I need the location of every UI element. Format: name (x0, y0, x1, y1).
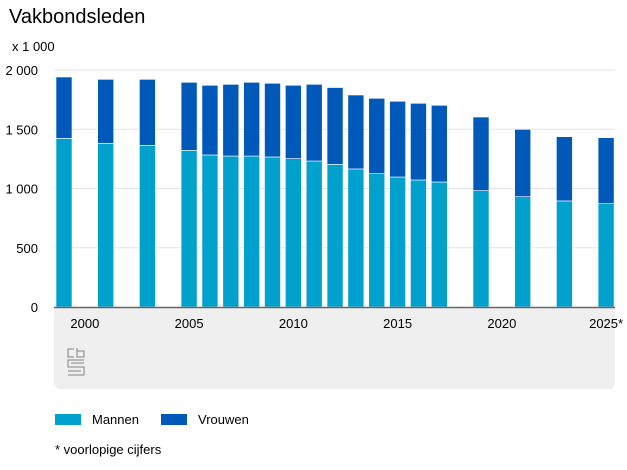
footnote: * voorlopige cijfers (55, 442, 162, 457)
bar-vrouwen-2011 (305, 84, 323, 162)
bar-vrouwen-2010 (285, 84, 302, 159)
bar-vrouwen-2015 (389, 100, 406, 178)
bar-vrouwen-2006 (201, 84, 219, 156)
bar-vrouwen-2008 (243, 82, 260, 157)
x-tick-label: 2015 (383, 316, 412, 331)
bar-vrouwen-2014 (368, 98, 386, 174)
x-tick-label: 2000 (70, 316, 99, 331)
bar-mannen-2009 (264, 156, 281, 308)
bar-vrouwen-2025 (597, 137, 615, 204)
bar-mannen-2005 (180, 150, 198, 308)
bar-vrouwen-2003 (139, 79, 156, 146)
bar-vrouwen-2019 (472, 116, 490, 191)
bar-vrouwen-2023 (556, 136, 573, 202)
legend-item-vrouwen: Vrouwen (161, 412, 249, 427)
cbs-logo-icon (66, 347, 86, 382)
legend-swatch (55, 414, 81, 425)
bar-mannen-2006 (201, 154, 219, 308)
bar-mannen-2023 (556, 200, 573, 308)
bar-mannen-2001 (97, 143, 114, 308)
bar-mannen-2003 (139, 145, 156, 308)
y-tick-label: 2 000 (5, 63, 38, 78)
y-tick-label: 1 500 (5, 122, 38, 137)
y-tick-label: 500 (16, 241, 38, 256)
bar-mannen-2014 (368, 173, 386, 308)
y-tick-label: 0 (31, 300, 38, 315)
bar-mannen-2017 (430, 181, 448, 308)
x-tick-label: 2005 (175, 316, 204, 331)
bar-mannen-2019 (472, 190, 490, 308)
bar-mannen-1999 (55, 138, 73, 308)
legend-swatch (161, 414, 187, 425)
bar-mannen-2021 (514, 196, 532, 308)
bar-vrouwen-2005 (180, 82, 198, 151)
legend-label: Vrouwen (198, 412, 249, 427)
bar-vrouwen-2012 (326, 87, 344, 165)
bar-mannen-2012 (326, 164, 344, 308)
bar-mannen-2008 (243, 155, 260, 308)
bar-vrouwen-2016 (410, 102, 427, 181)
bar-vrouwen-2017 (430, 105, 448, 183)
bar-vrouwen-1999 (55, 76, 73, 139)
bar-mannen-2025 (597, 203, 615, 308)
x-tick-label: 2025* (589, 316, 623, 331)
y-tick-label: 1 000 (5, 182, 38, 197)
bar-vrouwen-2021 (514, 129, 532, 197)
bar-mannen-2016 (410, 179, 427, 308)
bar-mannen-2015 (389, 176, 406, 308)
bar-vrouwen-2007 (222, 84, 240, 157)
bar-mannen-2013 (347, 168, 365, 308)
bar-vrouwen-2001 (97, 79, 114, 144)
bar-vrouwen-2013 (347, 94, 365, 170)
legend-label: Mannen (92, 412, 139, 427)
bar-vrouwen-2009 (264, 82, 281, 158)
unit-label: x 1 000 (12, 39, 55, 54)
bar-mannen-2010 (285, 158, 302, 308)
chart-svg: 0 500 1 000 1 500 2 000 2000 2005 2010 2015 2020 2… (5, 63, 623, 331)
x-tick-label: 2020 (487, 316, 516, 331)
x-axis-band (54, 308, 615, 389)
chart-title: Vakbondsleden (9, 6, 146, 28)
bar-mannen-2011 (305, 160, 323, 308)
legend-item-mannen: Mannen (55, 412, 139, 427)
bar-mannen-2007 (222, 155, 240, 308)
x-tick-label: 2010 (279, 316, 308, 331)
